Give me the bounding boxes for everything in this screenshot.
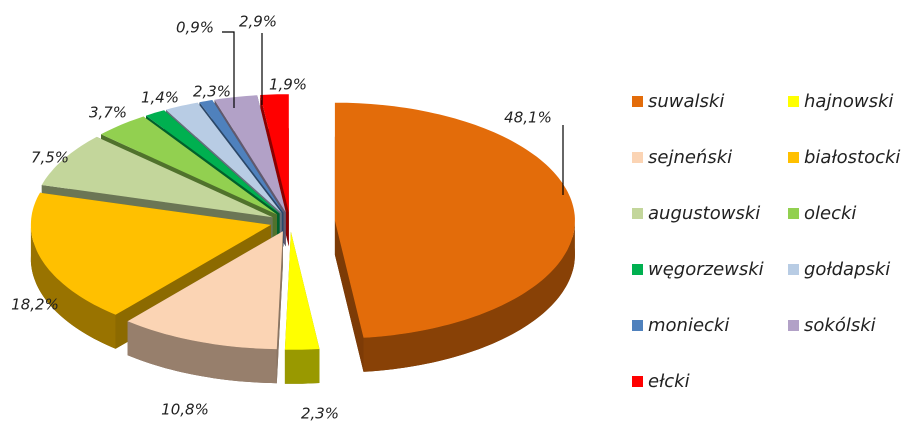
data-label: 2,3%	[193, 83, 231, 101]
data-label: 2,3%	[301, 405, 339, 423]
slice-top	[199, 100, 284, 213]
data-label: 3,7%	[89, 104, 127, 122]
slice	[127, 231, 283, 384]
data-label: 7,5%	[31, 149, 69, 167]
legend-swatch	[788, 264, 799, 275]
legend-swatch	[788, 96, 799, 107]
data-label: 1,4%	[141, 89, 179, 107]
slice-side	[127, 321, 277, 384]
legend-label: hajnowski	[804, 91, 893, 112]
legend-label: węgorzewski	[648, 259, 764, 280]
slice-top	[334, 102, 575, 338]
slice-top	[30, 192, 271, 315]
legend-swatch	[632, 320, 643, 331]
legend-label: moniecki	[648, 315, 729, 336]
legend-swatch	[632, 152, 643, 163]
slice-top	[127, 231, 283, 350]
slice-side	[284, 349, 320, 384]
leader-line	[222, 31, 235, 108]
legend-swatch	[788, 320, 799, 331]
data-label: 18,2%	[11, 296, 59, 314]
legend-label: gołdapski	[804, 259, 890, 280]
slice-face	[334, 220, 364, 372]
legend-label: sokólski	[804, 315, 876, 336]
slice-top	[214, 95, 286, 213]
data-label: 2,9%	[239, 13, 277, 31]
legend-label: białostocki	[804, 147, 900, 168]
legend-label: sejneński	[648, 147, 732, 168]
slice-top	[284, 231, 320, 350]
slice-side	[30, 224, 116, 349]
data-label: 48,1%	[504, 109, 552, 127]
slice-top	[260, 94, 289, 213]
legend-swatch	[788, 208, 799, 219]
legend-label: olecki	[804, 203, 856, 224]
legend-label: ełcki	[648, 371, 690, 392]
slice-top	[166, 102, 282, 214]
legend-swatch	[632, 376, 643, 387]
legend-label: suwalski	[648, 91, 724, 112]
legend-swatch	[788, 152, 799, 163]
data-label: 0,9%	[176, 19, 214, 37]
data-label: 10,8%	[161, 401, 209, 419]
slice-top	[41, 136, 273, 218]
slice	[30, 192, 271, 349]
slice	[284, 231, 320, 384]
data-label: 1,9%	[269, 76, 307, 94]
slice-top	[101, 116, 277, 215]
slice-face	[276, 231, 283, 384]
legend-swatch	[632, 208, 643, 219]
legend-swatch	[632, 96, 643, 107]
legend-label: augustowski	[648, 203, 760, 224]
slice-side	[363, 220, 575, 372]
slice-top	[146, 110, 280, 214]
slice	[334, 102, 575, 372]
legend-swatch	[632, 264, 643, 275]
